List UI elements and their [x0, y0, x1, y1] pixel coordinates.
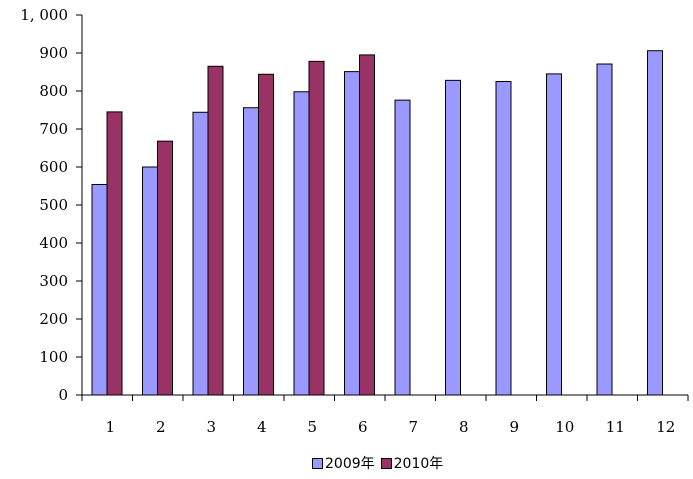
- legend-item-2009: 2009年: [312, 453, 375, 473]
- legend-label-2009: 2009年: [325, 456, 375, 472]
- bar-2009-month-7: [394, 99, 411, 396]
- bar-2010-month-5: [308, 60, 325, 396]
- y-tick-label: 100: [39, 348, 68, 366]
- legend: 2009年 2010年: [312, 454, 449, 472]
- bar-2009-month-11: [596, 63, 613, 396]
- x-tick-label: 5: [307, 418, 317, 436]
- y-tick-label: 500: [39, 196, 68, 214]
- y-tick-label: 200: [39, 310, 68, 328]
- y-tick-label: 900: [39, 44, 68, 62]
- x-tick-label: 6: [358, 418, 368, 436]
- bar-2009-month-4: [243, 107, 259, 396]
- y-tick-label: 400: [39, 234, 68, 252]
- bar-2009-month-12: [647, 50, 663, 396]
- bar-2010-month-1: [106, 111, 123, 396]
- legend-item-2010: 2010年: [380, 453, 444, 473]
- bar-2009-month-3: [192, 111, 209, 396]
- bar-2009-month-6: [344, 71, 360, 396]
- bar-2010-month-4: [258, 73, 274, 396]
- y-tick-label: 600: [39, 158, 68, 176]
- bars: [91, 50, 663, 396]
- x-tick-label: 8: [459, 418, 469, 436]
- bar-2009-month-5: [293, 91, 310, 396]
- y-tick-label: 800: [39, 82, 68, 100]
- x-tick-label: 2: [156, 418, 166, 436]
- y-tick-label: 1, 000: [20, 6, 68, 24]
- bar-2010-month-3: [207, 65, 224, 396]
- x-tick-label: 9: [509, 418, 519, 436]
- bar-2009-month-8: [445, 79, 461, 396]
- legend-swatch-2010: [380, 457, 392, 469]
- y-tick-label: 0: [58, 386, 68, 404]
- bar-2009-month-10: [546, 73, 562, 396]
- y-tick-label: 700: [39, 120, 68, 138]
- bar-2010-month-2: [157, 140, 173, 396]
- legend-swatch-2009: [312, 457, 323, 469]
- y-tick-label: 300: [39, 272, 68, 290]
- legend-label-2010: 2010年: [393, 456, 444, 472]
- x-tick-label: 12: [656, 418, 675, 436]
- x-tick-label: 3: [206, 418, 216, 436]
- bar-2010-month-6: [359, 54, 375, 396]
- y-axis: 0 100 200 300 400 500 600 700 800 900 1, 000: [20, 6, 83, 404]
- x-tick-label: 7: [408, 418, 418, 436]
- bar-2009-month-1: [91, 183, 108, 396]
- x-tick-label: 10: [555, 418, 574, 436]
- bar-2009-month-2: [142, 166, 158, 396]
- x-tick-label: 11: [606, 418, 625, 436]
- x-axis: 1 2 3 4 5 6 7 8 9 10 11 12: [81, 394, 689, 436]
- bar-2009-month-9: [495, 81, 512, 396]
- x-tick-label: 4: [257, 418, 267, 436]
- x-tick-label: 1: [105, 418, 115, 436]
